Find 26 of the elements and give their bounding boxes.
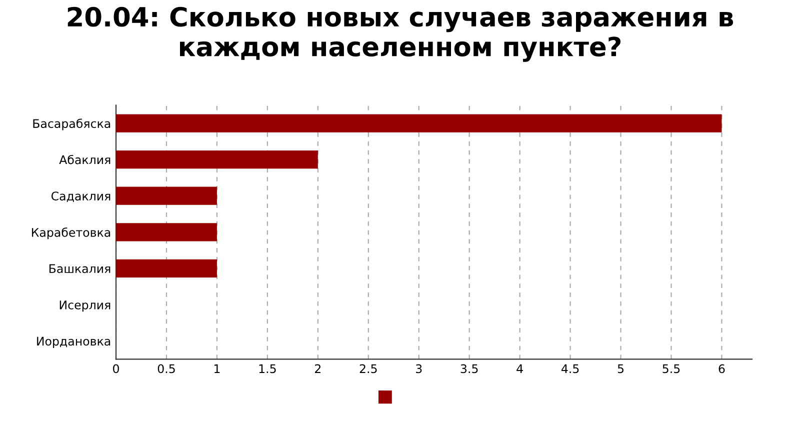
- x-tick-label: 6: [718, 364, 725, 374]
- y-tick-label: Басарабяска: [33, 118, 110, 130]
- chart-title: 20.04: Сколько новых случаев заражения в каждом населенном пункте?: [68, 6, 734, 62]
- bar: [116, 150, 318, 169]
- x-tick-label: 3.5: [460, 364, 478, 374]
- y-tick-label: Садаклия: [51, 192, 110, 202]
- x-tick-label: 2.5: [360, 364, 377, 374]
- bar: [116, 259, 217, 278]
- bar: [116, 223, 217, 242]
- bar: [116, 114, 722, 132]
- x-tick-label: 1.5: [259, 364, 276, 374]
- x-tick-label: 0: [113, 364, 119, 374]
- x-tick-label: 5.5: [662, 364, 680, 374]
- x-tick-label: 5: [618, 364, 624, 374]
- bar: [116, 186, 217, 205]
- x-tick-label: 3: [416, 364, 422, 374]
- y-tick-label: Иордановка: [37, 336, 110, 348]
- x-tick-label: 1: [214, 364, 220, 373]
- x-tick-label: 4.5: [561, 364, 579, 374]
- y-tick-label: Карабетовка: [32, 228, 110, 240]
- y-tick-label: Башкалия: [49, 264, 110, 274]
- x-tick-label: 0.5: [158, 364, 175, 374]
- y-tick-label: Исерлия: [60, 300, 110, 312]
- y-tick-label: Абаклия: [59, 154, 110, 164]
- x-tick-label: 2: [315, 364, 320, 373]
- x-tick-label: 4: [516, 364, 523, 373]
